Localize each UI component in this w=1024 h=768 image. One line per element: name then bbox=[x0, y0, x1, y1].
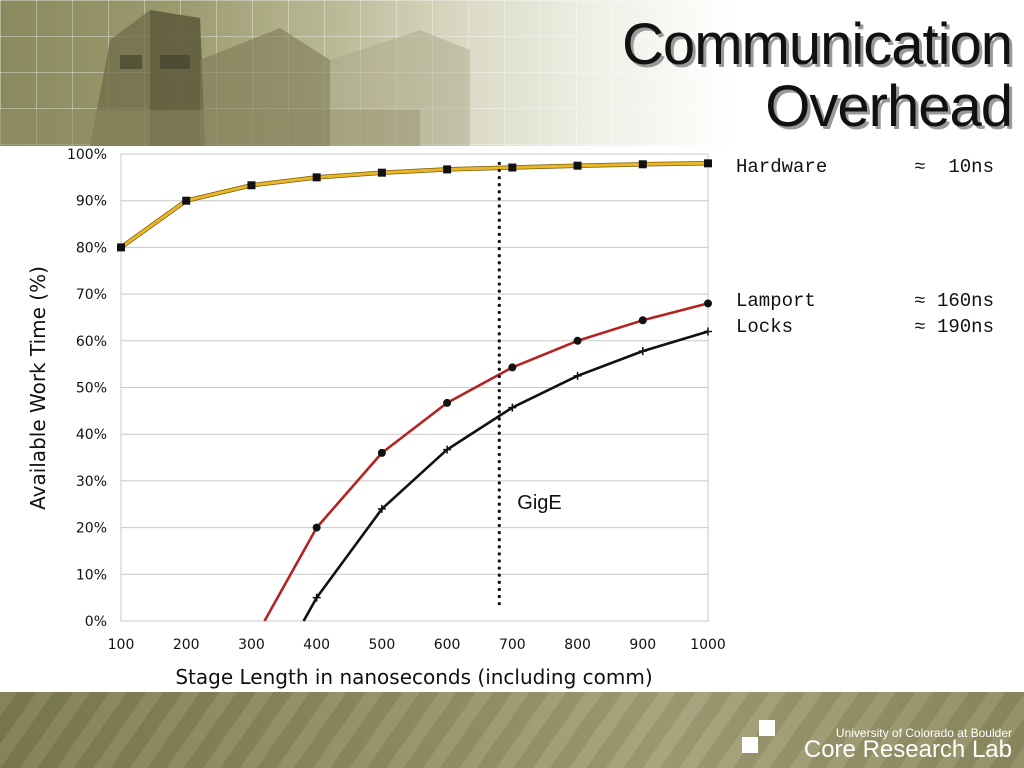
y-tick-label: 70% bbox=[76, 287, 107, 303]
series-layer bbox=[117, 159, 712, 622]
annotation-layer: GigE bbox=[497, 161, 562, 609]
data-point bbox=[638, 160, 647, 169]
x-tick-label: 500 bbox=[369, 637, 396, 653]
page-title-line-1: Communication bbox=[622, 12, 1013, 77]
data-point bbox=[508, 363, 517, 372]
chart-area: 0% 10% 20% 30% 40% 50% 60% 70% 80% 90% 100% 100 200… bbox=[0, 146, 730, 692]
y-tick-label: 50% bbox=[76, 381, 107, 397]
university-name: University of Colorado at Boulder bbox=[835, 726, 1012, 740]
note-value: ≈ 160ns bbox=[914, 290, 994, 312]
data-point bbox=[443, 165, 452, 174]
data-point bbox=[573, 161, 582, 170]
y-tick-label: 40% bbox=[76, 427, 107, 443]
data-point bbox=[573, 336, 582, 345]
note-label: Hardware bbox=[736, 156, 828, 178]
data-point bbox=[312, 523, 321, 532]
title-banner: Communication Overhead bbox=[0, 0, 1024, 146]
data-point bbox=[704, 299, 712, 308]
x-tick-label: 700 bbox=[499, 637, 526, 653]
x-tick-label: 900 bbox=[629, 637, 656, 653]
y-tick-label: 20% bbox=[76, 521, 107, 537]
data-point bbox=[312, 593, 321, 602]
data-point bbox=[182, 196, 191, 205]
grid-lines bbox=[121, 200, 708, 575]
y-tick-label: 100% bbox=[67, 147, 107, 163]
data-point bbox=[312, 173, 321, 182]
series-line bbox=[302, 330, 709, 622]
x-tick-label: 200 bbox=[173, 637, 200, 653]
data-point bbox=[377, 448, 386, 457]
data-point bbox=[443, 398, 452, 407]
data-point bbox=[638, 316, 647, 325]
data-point bbox=[443, 445, 452, 454]
building-photo bbox=[0, 10, 470, 146]
x-tick-label: 600 bbox=[434, 637, 461, 653]
x-tick-label: 1000 bbox=[690, 637, 726, 653]
y-tick-label: 90% bbox=[76, 194, 107, 210]
x-axis-label: Stage Length in nanoseconds (including c… bbox=[175, 665, 652, 689]
x-tick-label: 400 bbox=[303, 637, 330, 653]
y-tick-label: 80% bbox=[76, 240, 107, 256]
note-value: ≈ 10ns bbox=[914, 156, 994, 178]
data-point bbox=[573, 371, 582, 380]
data-point bbox=[508, 163, 517, 172]
x-tick-labels: 100 200 300 400 500 600 700 800 900 1000 bbox=[108, 637, 726, 653]
data-point bbox=[508, 403, 517, 412]
y-tick-label: 0% bbox=[85, 614, 107, 630]
y-tick-label: 60% bbox=[76, 334, 107, 350]
footer-bar: University of Colorado at Boulder Core R… bbox=[0, 692, 1024, 768]
note-hardware: Hardware ≈ 10ns bbox=[736, 156, 994, 180]
gige-label: GigE bbox=[517, 492, 561, 514]
note-label: Locks bbox=[736, 316, 794, 338]
x-tick-label: 300 bbox=[238, 637, 265, 653]
page-title-line-2: Overhead bbox=[765, 74, 1013, 139]
data-point bbox=[377, 168, 386, 177]
note-lamport: Lamport ≈ 160ns bbox=[736, 290, 994, 314]
data-point bbox=[704, 159, 712, 168]
series-line bbox=[263, 302, 709, 622]
series-line bbox=[120, 161, 709, 249]
note-label: Lamport bbox=[736, 290, 816, 312]
data-point bbox=[117, 243, 125, 252]
note-locks: Locks ≈ 190ns bbox=[736, 316, 994, 340]
data-point bbox=[704, 327, 712, 336]
y-tick-labels: 0% 10% 20% 30% 40% 50% 60% 70% 80% 90% 100% bbox=[67, 147, 107, 630]
y-tick-label: 30% bbox=[76, 474, 107, 490]
footer-texture bbox=[0, 692, 1024, 768]
line-chart: 0% 10% 20% 30% 40% 50% 60% 70% 80% 90% 100% 100 200… bbox=[26, 147, 726, 689]
data-point bbox=[377, 504, 386, 513]
note-value: ≈ 190ns bbox=[914, 316, 994, 338]
x-tick-label: 800 bbox=[564, 637, 591, 653]
page-title: Communication Overhead bbox=[622, 12, 1013, 139]
y-axis-label: Available Work Time (%) bbox=[26, 266, 50, 510]
y-tick-label: 10% bbox=[76, 567, 107, 583]
data-point bbox=[247, 181, 256, 190]
data-point bbox=[638, 347, 647, 356]
x-tick-label: 100 bbox=[108, 637, 135, 653]
lab-name: Core Research Lab bbox=[803, 736, 1012, 763]
